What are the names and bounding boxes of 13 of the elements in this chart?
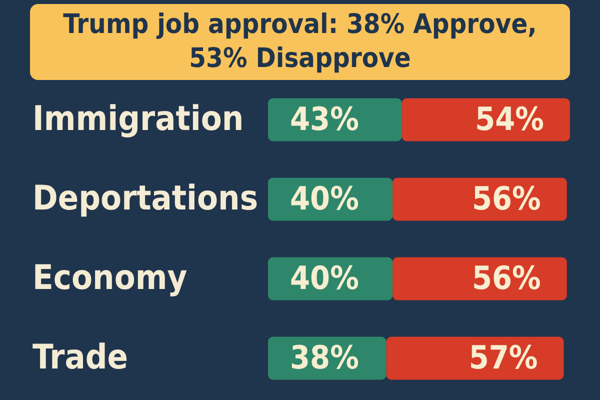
chart-title: Trump job approval: 38% Approve, 53% Disapprove [30, 4, 570, 80]
y-tick-label: Deportations [32, 178, 258, 218]
data-label: 56% [472, 179, 541, 218]
data-label: 38% [290, 338, 359, 376]
y-tick-label: Immigration [32, 98, 244, 139]
data-label: 54% [475, 100, 544, 138]
data-label: 43% [290, 100, 359, 138]
data-label: 40% [290, 179, 359, 218]
data-label: 40% [290, 258, 359, 297]
data-label: 56% [472, 258, 541, 297]
y-tick-label: Economy [32, 258, 188, 298]
y-tick-label: Trade [32, 337, 128, 378]
data-label: 57% [468, 338, 538, 376]
